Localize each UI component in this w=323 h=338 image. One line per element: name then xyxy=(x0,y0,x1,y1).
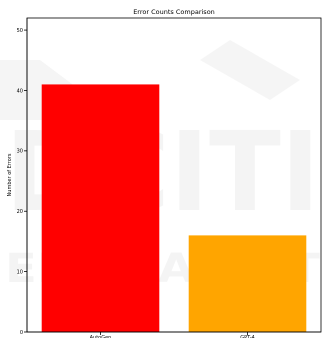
bar-autogen xyxy=(41,84,160,332)
x-axis-ticks: AutoGen GPT-4 xyxy=(90,332,255,338)
y-axis-label: Number of Errors xyxy=(7,153,13,196)
chart-title: Error Counts Comparison xyxy=(133,8,215,16)
y-axis-ticks: 0 10 20 30 40 50 xyxy=(17,28,27,336)
y-tick-label: 50 xyxy=(17,28,23,34)
x-tick-label: AutoGen xyxy=(90,335,112,338)
y-tick-label: 0 xyxy=(20,330,23,336)
y-tick-label: 40 xyxy=(17,88,23,94)
y-tick-label: 20 xyxy=(17,209,23,215)
x-tick-label: GPT-4 xyxy=(240,335,254,338)
plot-frame xyxy=(26,17,322,333)
bars xyxy=(41,84,307,332)
watermark-right-chevron xyxy=(200,40,300,100)
y-tick-label: 10 xyxy=(17,269,23,275)
y-tick-label: 30 xyxy=(17,149,23,155)
bar-gpt-4 xyxy=(188,235,307,332)
